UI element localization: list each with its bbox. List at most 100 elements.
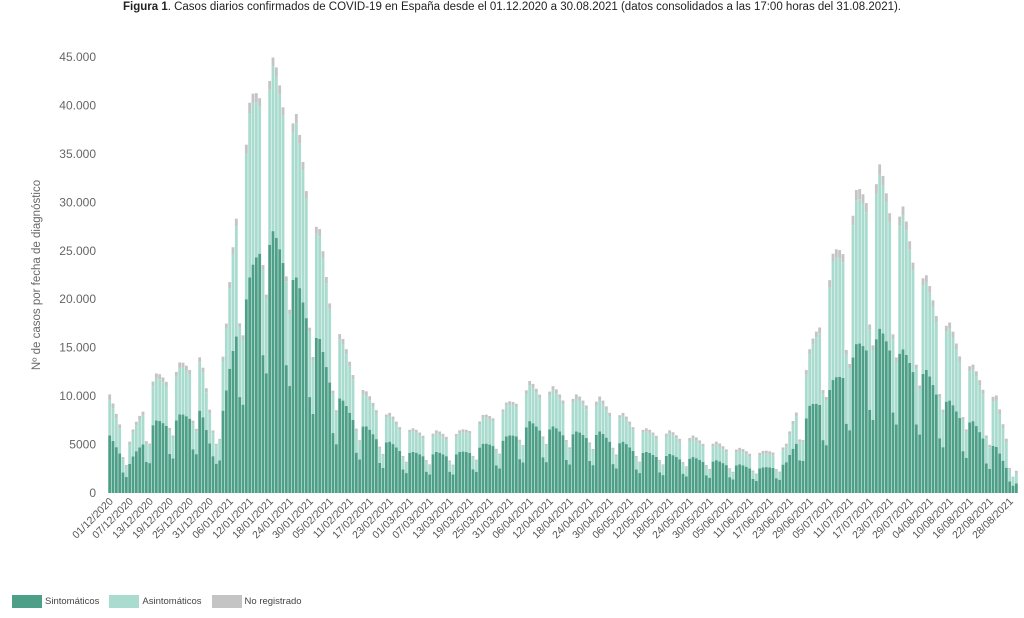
bar-sintomticos-day-113 <box>484 443 488 493</box>
bar-asintomticos-day-33 <box>218 440 222 461</box>
bar-asintomticos-day-177 <box>698 443 702 460</box>
bar-noregistrado-day-144 <box>588 442 592 445</box>
bar-sintomticos-day-171 <box>678 459 682 493</box>
bar-noregistrado-day-212 <box>814 331 818 338</box>
bar-noregistrado-day-194 <box>754 473 758 475</box>
bar-asintomticos-day-80 <box>374 413 378 440</box>
bar-sintomticos-day-43 <box>251 264 255 493</box>
bar-noregistrado-day-253 <box>951 331 955 338</box>
bar-noregistrado-day-122 <box>514 403 518 407</box>
bar-asintomticos-day-233 <box>884 202 888 342</box>
bar-noregistrado-day-101 <box>444 436 448 440</box>
bar-sintomticos-day-195 <box>758 468 762 493</box>
bar-sintomticos-day-162 <box>648 452 652 493</box>
bar-sintomticos-day-50 <box>274 237 278 493</box>
bar-sintomticos-day-1 <box>111 440 115 493</box>
bar-sintomticos-day-152 <box>614 468 618 493</box>
bar-noregistrado-day-248 <box>934 316 938 323</box>
bar-sintomticos-day-165 <box>658 472 662 493</box>
bar-noregistrado-day-240 <box>908 241 912 250</box>
bar-noregistrado-day-22 <box>181 362 185 368</box>
bar-sintomticos-day-194 <box>754 480 758 493</box>
bar-noregistrado-day-180 <box>708 468 712 471</box>
bar-sintomticos-day-223 <box>851 357 855 493</box>
bar-noregistrado-day-221 <box>844 349 848 355</box>
bar-noregistrado-day-115 <box>491 418 495 422</box>
bar-asintomticos-day-178 <box>701 446 705 462</box>
bar-asintomticos-day-133 <box>551 390 555 427</box>
bar-sintomticos-day-232 <box>881 333 885 493</box>
bar-noregistrado-day-220 <box>841 254 845 263</box>
bar-asintomticos-day-113 <box>484 417 488 444</box>
bar-asintomticos-day-209 <box>804 374 808 419</box>
bar-noregistrado-day-169 <box>671 432 675 436</box>
bar-noregistrado-day-55 <box>291 123 295 133</box>
bar-sintomticos-day-206 <box>794 443 798 493</box>
bar-asintomticos-day-231 <box>878 174 882 329</box>
bar-sintomticos-day-67 <box>331 433 335 493</box>
y-tick-label: 35.000 <box>59 147 96 161</box>
bar-asintomticos-day-10 <box>141 415 145 445</box>
bar-asintomticos-day-256 <box>961 419 965 452</box>
bar-asintomticos-day-218 <box>834 257 838 378</box>
bar-asintomticos-day-117 <box>498 455 502 469</box>
bar-noregistrado-day-124 <box>521 445 525 447</box>
bar-noregistrado-day-15 <box>158 374 162 380</box>
bar-asintomticos-day-8 <box>134 425 138 452</box>
bar-asintomticos-day-137 <box>564 442 568 460</box>
bar-asintomticos-day-81 <box>378 448 382 463</box>
bar-asintomticos-day-1 <box>111 408 115 441</box>
bar-sintomticos-day-255 <box>958 418 962 493</box>
bar-sintomticos-day-75 <box>358 459 362 493</box>
bar-asintomticos-day-73 <box>351 379 355 421</box>
bar-noregistrado-day-31 <box>211 430 215 434</box>
bar-noregistrado-day-41 <box>244 144 248 154</box>
bar-noregistrado-day-213 <box>818 327 822 334</box>
bar-asintomticos-day-203 <box>784 446 788 463</box>
bar-noregistrado-day-39 <box>238 323 242 328</box>
bar-sintomticos-day-179 <box>704 475 708 493</box>
bar-noregistrado-day-123 <box>518 439 522 442</box>
bar-asintomticos-day-145 <box>591 450 595 466</box>
bar-noregistrado-day-51 <box>278 85 282 95</box>
bar-noregistrado-day-166 <box>661 464 665 466</box>
bar-sintomticos-day-105 <box>458 451 462 493</box>
bar-sintomticos-day-121 <box>511 435 515 493</box>
bar-sintomticos-day-130 <box>541 457 545 493</box>
bar-asintomticos-day-182 <box>714 444 718 461</box>
bar-noregistrado-day-233 <box>884 193 888 203</box>
bar-noregistrado-day-173 <box>684 466 688 468</box>
bar-sintomticos-day-237 <box>898 353 902 493</box>
bar-sintomticos-day-166 <box>661 475 665 493</box>
bar-noregistrado-day-135 <box>558 394 562 399</box>
bar-noregistrado-day-206 <box>794 412 798 417</box>
bar-noregistrado-day-185 <box>724 449 728 453</box>
bar-asintomticos-day-27 <box>198 362 202 411</box>
bar-noregistrado-day-154 <box>621 412 625 416</box>
bar-noregistrado-day-225 <box>858 189 862 200</box>
bar-noregistrado-day-218 <box>834 249 838 258</box>
bar-sintomticos-day-213 <box>818 404 822 493</box>
bar-asintomticos-day-112 <box>481 418 485 444</box>
bar-noregistrado-day-17 <box>164 381 168 387</box>
bar-sintomticos-day-49 <box>271 231 275 494</box>
bar-noregistrado-day-145 <box>591 449 595 451</box>
bar-asintomticos-day-246 <box>928 292 932 377</box>
bar-asintomticos-day-72 <box>348 366 352 413</box>
bar-noregistrado-day-191 <box>744 451 748 455</box>
bar-noregistrado-day-170 <box>674 435 678 439</box>
bar-noregistrado-day-37 <box>231 247 235 255</box>
bar-asintomticos-day-237 <box>898 225 902 354</box>
bar-sintomticos-day-266 <box>994 446 998 493</box>
bar-sintomticos-day-72 <box>348 412 352 493</box>
bar-asintomticos-day-269 <box>1004 442 1008 468</box>
bar-noregistrado-day-59 <box>304 191 308 199</box>
figure-caption-text: . Casos diarios confirmados de COVID-19 … <box>167 1 902 13</box>
bar-sintomticos-day-141 <box>578 432 582 493</box>
bar-asintomticos-day-86 <box>394 424 398 448</box>
bar-sintomticos-day-83 <box>384 442 388 493</box>
legend-label-asintomaticos: Asintomáticos <box>142 595 202 607</box>
bar-asintomticos-day-250 <box>941 412 945 448</box>
bar-noregistrado-day-91 <box>411 428 415 432</box>
bar-noregistrado-day-118 <box>501 409 505 413</box>
